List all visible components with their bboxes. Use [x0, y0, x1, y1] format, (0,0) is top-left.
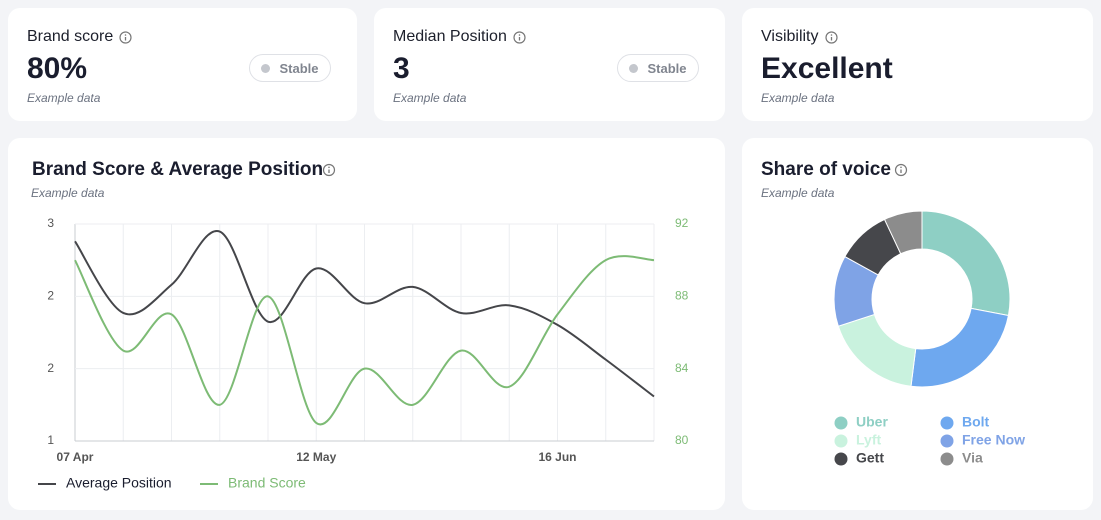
x-tick-label: 07 Apr: [57, 450, 94, 464]
kpi-header: Visibility: [761, 28, 838, 46]
legend-swatch: [940, 434, 954, 448]
x-tick-label: 12 May: [296, 450, 336, 464]
kpi-value: 3: [393, 52, 410, 85]
legend-swatch: [940, 452, 954, 466]
y-tick-label: 3: [47, 216, 54, 230]
info-icon[interactable]: [824, 30, 838, 44]
badge-text: Stable: [647, 60, 687, 76]
legend-label: Uber: [856, 414, 888, 430]
kpi-card: Median Position 3 Example data Stable: [374, 8, 725, 121]
chart-subtitle: Example data: [31, 186, 105, 200]
status-badge: Stable: [249, 54, 331, 82]
info-icon[interactable]: [119, 30, 132, 44]
status-badge: Stable: [617, 54, 699, 82]
y2-tick-label: 92: [675, 216, 689, 230]
badge-text: Stable: [279, 60, 319, 76]
legend-label: Brand Score: [228, 475, 306, 491]
legend-label: Bolt: [962, 414, 990, 430]
kpi-card: Brand score 80% Example data Stable: [8, 8, 357, 121]
legend-swatch: [834, 452, 848, 466]
kpi-value: Excellent: [761, 52, 893, 85]
legend-swatch: [940, 416, 954, 430]
legend-label: Free Now: [962, 432, 1025, 448]
y2-tick-label: 84: [675, 361, 689, 375]
legend-label: Gett: [856, 450, 884, 466]
donut-slice: [921, 210, 1011, 317]
legend-label: Lyft: [856, 432, 881, 448]
y-tick-label: 2: [47, 361, 54, 375]
donut-slice: [837, 313, 917, 387]
kpi-note: Example data: [761, 91, 835, 105]
y2-tick-label: 88: [675, 289, 689, 303]
kpi-note: Example data: [27, 91, 101, 105]
chart-title: Brand Score & Average Position: [32, 159, 323, 180]
series-line: [74, 255, 655, 426]
legend-swatch: [834, 434, 848, 448]
legend-swatch: [834, 416, 848, 430]
kpi-value: 80%: [27, 52, 88, 85]
donut-slice: [910, 307, 1010, 388]
kpi-note: Example data: [393, 91, 467, 105]
donut-slice: [883, 210, 923, 255]
y-tick-label: 1: [47, 433, 54, 447]
info-icon[interactable]: [513, 30, 526, 44]
chart-card: [742, 138, 1093, 510]
kpi-title: Median Position: [393, 28, 507, 45]
chart-subtitle: Example data: [761, 186, 835, 200]
legend-label: Via: [962, 450, 983, 466]
kpi-header: Median Position: [393, 28, 526, 46]
chart-title: Share of voice: [761, 159, 891, 180]
info-icon[interactable]: [894, 163, 908, 177]
kpi-card: Visibility Excellent Example data: [742, 8, 1093, 121]
kpi-header: Brand score: [27, 28, 132, 46]
legend-label: Average Position: [66, 475, 172, 491]
info-icon[interactable]: [322, 163, 336, 177]
y2-tick-label: 80: [675, 433, 689, 447]
kpi-title: Brand score: [27, 28, 114, 45]
y-tick-label: 2: [47, 289, 54, 303]
x-tick-label: 16 Jun: [538, 450, 576, 464]
kpi-title: Visibility: [761, 28, 819, 45]
